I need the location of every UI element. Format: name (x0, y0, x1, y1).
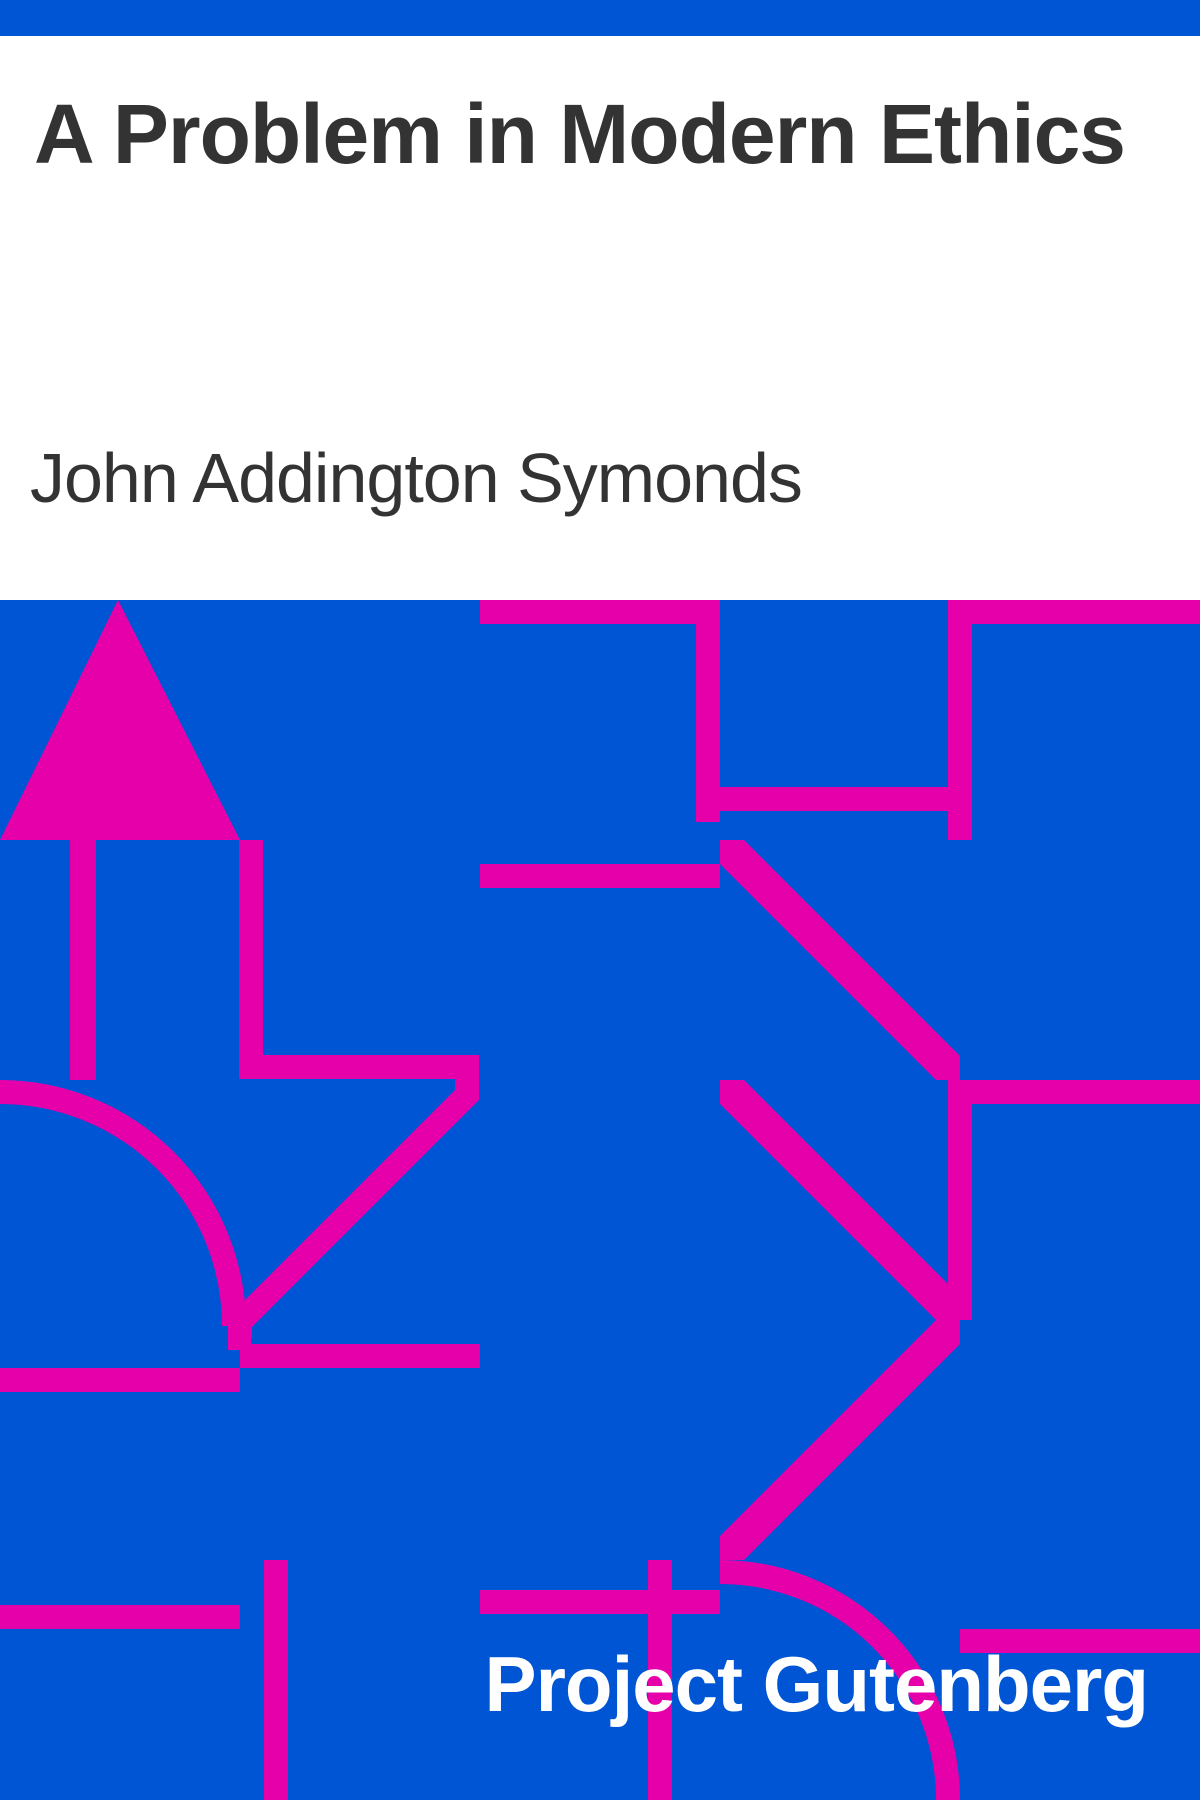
book-title: A Problem in Modern Ethics (34, 87, 1126, 181)
cover-pattern (0, 600, 1200, 1800)
pattern-diagonal-cross (720, 1320, 960, 1560)
pattern-right-bracket (948, 1080, 1200, 1320)
pattern-arrow-body (228, 840, 479, 1350)
book-author: John Addington Symonds (30, 439, 803, 517)
publisher-name: Project Gutenberg (484, 1640, 1149, 1728)
pattern-stem (70, 840, 96, 1080)
pattern-quarter-arc (0, 1080, 246, 1327)
pattern-triangle (0, 600, 240, 840)
pattern-bottom-arc (719, 1560, 960, 1800)
pattern-diagonal-lower (720, 1080, 960, 1320)
pattern-bottom-verticals (264, 1560, 672, 1800)
pattern-upper-notch (480, 600, 1200, 840)
top-color-bar (0, 0, 1200, 36)
pattern-diagonal-upper (720, 840, 960, 1080)
pattern-lower-bars (0, 1344, 720, 1629)
